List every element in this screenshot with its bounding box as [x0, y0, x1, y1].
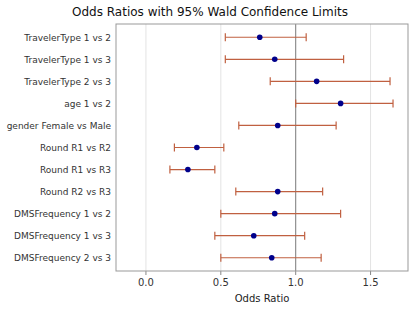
- ci-line: [225, 37, 306, 38]
- reference-line: [295, 24, 296, 271]
- tick-label: 1.0: [288, 277, 304, 288]
- grid-line: [145, 24, 146, 271]
- ci-cap-upper: [322, 188, 323, 196]
- category-label: Round R2 vs R3: [40, 187, 111, 197]
- ci-cap-upper: [321, 254, 322, 262]
- odds-ratio-dot: [275, 123, 281, 129]
- category-label: TravelerType 1 vs 3: [23, 55, 111, 65]
- tick-label: 0.0: [138, 277, 154, 288]
- tick-mark: [220, 271, 221, 275]
- ci-cap-lower: [235, 188, 236, 196]
- grid: [146, 24, 371, 271]
- odds-ratio-dot: [185, 167, 191, 173]
- plot-frame: [116, 24, 408, 271]
- ci-cap-upper: [223, 144, 224, 152]
- ci-line: [221, 213, 341, 214]
- odds-ratio-dot: [272, 56, 278, 62]
- ci-line: [296, 103, 393, 104]
- category-label: DMSFrequency 1 vs 3: [14, 231, 111, 241]
- category-label: DMSFrequency 1 vs 2: [14, 209, 111, 219]
- tick-mark: [370, 271, 371, 275]
- chart-title: Odds Ratios with 95% Wald Confidence Lim…: [72, 5, 348, 19]
- ci-cap-upper: [306, 33, 307, 41]
- ci-cap-upper: [340, 210, 341, 218]
- ci-cap-lower: [295, 99, 296, 107]
- y-axis: TravelerType 1 vs 2 TravelerType 1 vs 3 Tr…: [7, 33, 112, 264]
- odds-ratio-dot: [194, 145, 200, 151]
- category-label: age 1 vs 2: [64, 99, 111, 109]
- tick-mark: [295, 271, 296, 275]
- ci-cap-lower: [174, 144, 175, 152]
- tick-mark: [145, 271, 146, 275]
- ci-cap-lower: [220, 254, 221, 262]
- x-axis: 0.0 0.5 1.0 1.5: [138, 271, 379, 288]
- odds-ratio-dot: [272, 211, 278, 217]
- ci-cap-lower: [270, 77, 271, 85]
- category-label: DMSFrequency 2 vs 3: [14, 253, 111, 263]
- x-axis-title: Odds Ratio: [235, 293, 290, 304]
- chart: 0.00.51.01.5TravelerType 1 vs 2TravelerT…: [0, 0, 420, 309]
- ci-cap-upper: [214, 166, 215, 174]
- ci-cap-upper: [304, 232, 305, 240]
- ci-cap-lower: [238, 121, 239, 129]
- category-label: gender Female vs Male: [7, 121, 112, 131]
- odds-ratio-dot: [338, 101, 344, 107]
- ci-cap-upper: [336, 121, 337, 129]
- ci-line: [239, 125, 336, 126]
- odds-ratio-dot: [275, 189, 281, 195]
- grid-line: [295, 24, 296, 271]
- ci-line: [215, 235, 305, 236]
- tick-label: 0.5: [213, 277, 229, 288]
- category-label: TravelerType 2 vs 3: [23, 77, 111, 87]
- category-label: TravelerType 1 vs 2: [23, 33, 111, 43]
- ci-cap-lower: [220, 210, 221, 218]
- grid-line: [370, 24, 371, 271]
- ci-cap-lower: [169, 166, 170, 174]
- category-label: Round R1 vs R3: [40, 165, 111, 175]
- ci-line: [170, 169, 215, 170]
- ci-cap-lower: [214, 232, 215, 240]
- ci-cap-lower: [225, 55, 226, 63]
- marks: [170, 24, 393, 271]
- odds-ratio-dot: [251, 233, 257, 239]
- ci-cap-upper: [343, 55, 344, 63]
- plot-background: [116, 24, 408, 271]
- ci-line: [225, 59, 343, 60]
- ci-cap-lower: [225, 33, 226, 41]
- ci-cap-upper: [389, 77, 390, 85]
- tick-label: 1.5: [363, 277, 379, 288]
- category-label: Round R1 vs R2: [40, 143, 111, 153]
- ci-line: [270, 81, 390, 82]
- odds-ratio-dot: [314, 79, 320, 85]
- odds-ratio-dot: [269, 255, 275, 261]
- ci-cap-upper: [392, 99, 393, 107]
- odds-ratio-dot: [257, 34, 263, 40]
